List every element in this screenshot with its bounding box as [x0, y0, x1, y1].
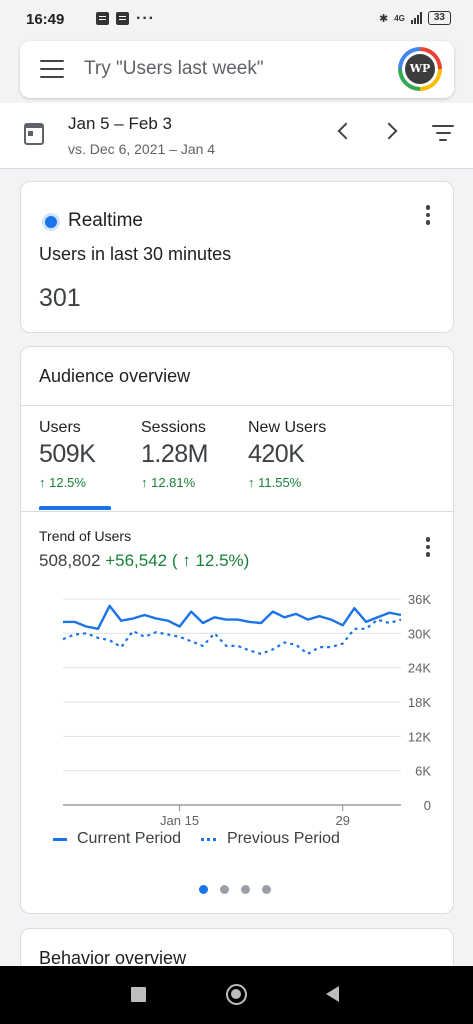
metric-label: New Users	[248, 419, 327, 436]
carousel-pager[interactable]	[199, 885, 271, 894]
chevron-left-icon[interactable]	[337, 122, 355, 140]
pager-dot[interactable]	[199, 885, 208, 894]
realtime-live-icon	[45, 216, 57, 228]
calendar-icon[interactable]	[24, 123, 44, 145]
network-type: 4G	[394, 13, 405, 23]
avatar-text: WP	[405, 54, 435, 84]
metric-tab-users[interactable]: Users 509K ↑ 12.5%	[39, 419, 96, 490]
search-bar[interactable]: Try "Users last week" WP	[20, 41, 454, 98]
realtime-more-icon[interactable]	[425, 205, 431, 227]
metric-value: 420K	[248, 440, 305, 468]
status-time: 16:49	[26, 11, 65, 28]
legend-previous-label: Previous Period	[227, 830, 340, 847]
users-trend-chart: 0 6K 12K 18K 24K 30K 36K Jan 15 29	[62, 592, 431, 827]
date-range-bar: Jan 5 – Feb 3 vs. Dec 6, 2021 – Jan 4	[0, 103, 473, 169]
pager-dot[interactable]	[241, 885, 250, 894]
trend-total-value: 508,802	[39, 551, 101, 570]
legend-previous: Previous Period	[201, 830, 340, 848]
y-tick-label: 24K	[408, 661, 431, 676]
legend-current-label: Current Period	[77, 830, 182, 847]
trend-change: +56,542 ( ↑ 12.5%)	[105, 551, 250, 570]
y-tick-label: 0	[424, 798, 431, 813]
date-range-primary[interactable]: Jan 5 – Feb 3	[68, 114, 172, 133]
signal-icon	[410, 12, 422, 24]
metric-value: 1.28M	[141, 440, 208, 468]
filter-icon[interactable]	[432, 125, 454, 142]
home-button[interactable]	[226, 984, 247, 1005]
divider	[21, 405, 453, 406]
system-icons: ✱ 4G 33	[379, 11, 451, 25]
news-icon	[116, 12, 129, 25]
realtime-title: Realtime	[68, 210, 143, 231]
series-line-previous	[62, 618, 402, 656]
metric-tab-sessions[interactable]: Sessions 1.28M ↑ 12.81%	[141, 419, 208, 490]
recent-apps-button[interactable]	[131, 987, 146, 1002]
y-tick-label: 30K	[408, 626, 431, 641]
realtime-count: 301	[39, 284, 81, 312]
legend-solid-swatch	[53, 837, 67, 841]
chevron-right-icon[interactable]	[380, 122, 398, 140]
realtime-subtitle: Users in last 30 minutes	[39, 244, 232, 264]
series-line-current	[63, 604, 402, 630]
y-tick-label: 18K	[408, 695, 431, 710]
legend-current: Current Period	[53, 830, 181, 848]
legend-dotted-swatch	[201, 837, 217, 841]
y-tick-label: 12K	[408, 729, 431, 744]
system-nav-bar	[0, 966, 473, 1024]
realtime-card[interactable]: Realtime Users in last 30 minutes 301	[20, 181, 454, 333]
audience-overview-card: Audience overview Users 509K ↑ 12.5% Ses…	[20, 346, 454, 914]
y-tick-label: 36K	[408, 592, 431, 607]
divider	[21, 511, 453, 512]
trend-more-icon[interactable]	[425, 537, 431, 559]
message-icon	[96, 12, 109, 25]
metric-delta: ↑ 12.5%	[39, 475, 86, 490]
battery-icon: 33	[427, 11, 451, 25]
metric-label: Users	[39, 419, 81, 436]
pager-dot[interactable]	[262, 885, 271, 894]
metric-label: Sessions	[141, 419, 206, 436]
behavior-title: Behavior overview	[39, 948, 187, 968]
more-notifications-icon: ···	[136, 9, 155, 27]
metric-tab-new-users[interactable]: New Users 420K ↑ 11.55%	[248, 419, 326, 490]
trend-total: 508,802 +56,542 ( ↑ 12.5%)	[39, 551, 249, 571]
y-tick-label: 6K	[415, 764, 431, 779]
status-bar: 16:49 ··· ✱ 4G 33	[0, 0, 473, 36]
date-range-compare[interactable]: vs. Dec 6, 2021 – Jan 4	[68, 141, 216, 157]
active-tab-indicator	[39, 506, 111, 510]
notification-icons: ···	[96, 9, 155, 27]
trend-title: Trend of Users	[39, 528, 132, 544]
menu-icon[interactable]	[40, 60, 64, 79]
avatar[interactable]: WP	[398, 47, 442, 91]
pager-dot[interactable]	[220, 885, 229, 894]
metric-delta: ↑ 11.55%	[248, 475, 302, 490]
x-tick-label: 29	[335, 813, 349, 827]
back-button[interactable]	[326, 986, 339, 1002]
audience-title: Audience overview	[39, 366, 191, 386]
metric-value: 509K	[39, 440, 96, 468]
bluetooth-icon: ✱	[378, 12, 389, 25]
search-input[interactable]: Try "Users last week"	[84, 58, 264, 79]
x-tick-label: Jan 15	[160, 813, 199, 827]
metric-delta: ↑ 12.81%	[141, 475, 196, 490]
